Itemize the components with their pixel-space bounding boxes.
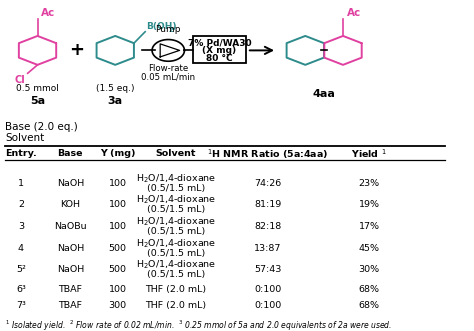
Text: Ac: Ac: [41, 8, 55, 18]
Text: 100: 100: [109, 200, 127, 210]
Text: TBAF: TBAF: [58, 301, 82, 310]
Text: Solvent: Solvent: [155, 149, 196, 158]
Text: H$_2$O/1,4-dioxane: H$_2$O/1,4-dioxane: [136, 215, 216, 228]
Text: 0:100: 0:100: [255, 301, 282, 310]
Text: 7³: 7³: [16, 301, 26, 310]
Text: 100: 100: [109, 285, 127, 294]
Text: NaOH: NaOH: [57, 244, 84, 253]
Text: 500: 500: [109, 244, 127, 253]
Text: THF (2.0 mL): THF (2.0 mL): [146, 285, 207, 294]
Text: 57:43: 57:43: [255, 265, 282, 274]
Text: Entry.: Entry.: [5, 149, 37, 158]
Text: 7% Pd/WA30: 7% Pd/WA30: [188, 38, 251, 47]
Text: (1.5 eq.): (1.5 eq.): [96, 84, 135, 93]
FancyBboxPatch shape: [193, 36, 246, 63]
Text: Pump: Pump: [155, 25, 181, 34]
Text: 4: 4: [18, 244, 24, 253]
Text: Yield $^{1}$: Yield $^{1}$: [351, 147, 387, 160]
Text: H$_2$O/1,4-dioxane: H$_2$O/1,4-dioxane: [136, 172, 216, 185]
Text: 5a: 5a: [30, 96, 45, 107]
Text: H$_2$O/1,4-dioxane: H$_2$O/1,4-dioxane: [136, 259, 216, 271]
Text: $^{1}$ Isolated yield.  $^{2}$ Flow rate of 0.02 mL/min.  $^{3}$ 0.25 mmol of 5a: $^{1}$ Isolated yield. $^{2}$ Flow rate …: [5, 318, 392, 331]
Text: TBAF: TBAF: [58, 285, 82, 294]
Text: 100: 100: [109, 179, 127, 188]
Text: 68%: 68%: [358, 301, 380, 310]
Text: Base: Base: [57, 149, 83, 158]
Text: 19%: 19%: [358, 200, 380, 210]
Text: 3a: 3a: [108, 96, 123, 107]
Text: 23%: 23%: [358, 179, 380, 188]
Text: (X mg): (X mg): [202, 46, 237, 56]
Text: Cl: Cl: [15, 75, 26, 85]
Text: 30%: 30%: [358, 265, 380, 274]
Text: 68%: 68%: [358, 285, 380, 294]
Text: KOH: KOH: [60, 200, 80, 210]
Text: 0.05 mL/min: 0.05 mL/min: [141, 73, 195, 82]
Text: 17%: 17%: [358, 222, 380, 231]
Text: 0.5 mmol: 0.5 mmol: [16, 84, 59, 93]
Text: +: +: [69, 41, 84, 59]
Text: 1: 1: [18, 179, 24, 188]
Text: 4aa: 4aa: [313, 89, 336, 99]
Text: 6³: 6³: [16, 285, 26, 294]
Text: Y (mg): Y (mg): [100, 149, 135, 158]
Text: Base (2.0 eq.): Base (2.0 eq.): [5, 122, 78, 132]
Text: 45%: 45%: [358, 244, 380, 253]
Text: 81:19: 81:19: [255, 200, 282, 210]
Text: (0.5/1.5 mL): (0.5/1.5 mL): [147, 205, 205, 214]
Text: NaOH: NaOH: [57, 265, 84, 274]
Text: 2: 2: [18, 200, 24, 210]
Text: B(OH): B(OH): [146, 22, 176, 31]
Text: (0.5/1.5 mL): (0.5/1.5 mL): [147, 183, 205, 193]
Text: Ac: Ac: [346, 8, 361, 18]
Text: (0.5/1.5 mL): (0.5/1.5 mL): [147, 227, 205, 236]
Text: Solvent: Solvent: [5, 133, 45, 143]
Text: 3: 3: [18, 222, 24, 231]
Text: 2: 2: [169, 27, 173, 33]
Text: $^{1}$H NMR Ratio (5a:4aa): $^{1}$H NMR Ratio (5a:4aa): [207, 147, 328, 161]
Text: H$_2$O/1,4-dioxane: H$_2$O/1,4-dioxane: [136, 237, 216, 250]
Text: H$_2$O/1,4-dioxane: H$_2$O/1,4-dioxane: [136, 194, 216, 206]
Text: (0.5/1.5 mL): (0.5/1.5 mL): [147, 249, 205, 258]
Text: 13:87: 13:87: [255, 244, 282, 253]
Text: 80 °C: 80 °C: [206, 54, 233, 63]
Text: THF (2.0 mL): THF (2.0 mL): [146, 301, 207, 310]
Text: 500: 500: [109, 265, 127, 274]
Text: 0:100: 0:100: [255, 285, 282, 294]
Text: 82:18: 82:18: [255, 222, 282, 231]
Text: 300: 300: [109, 301, 127, 310]
Text: (0.5/1.5 mL): (0.5/1.5 mL): [147, 270, 205, 279]
Text: 5²: 5²: [16, 265, 26, 274]
Text: 74:26: 74:26: [255, 179, 282, 188]
Text: Flow-rate: Flow-rate: [148, 64, 188, 72]
Text: 100: 100: [109, 222, 127, 231]
Text: NaOH: NaOH: [57, 179, 84, 188]
Text: NaOBu: NaOBu: [54, 222, 87, 231]
